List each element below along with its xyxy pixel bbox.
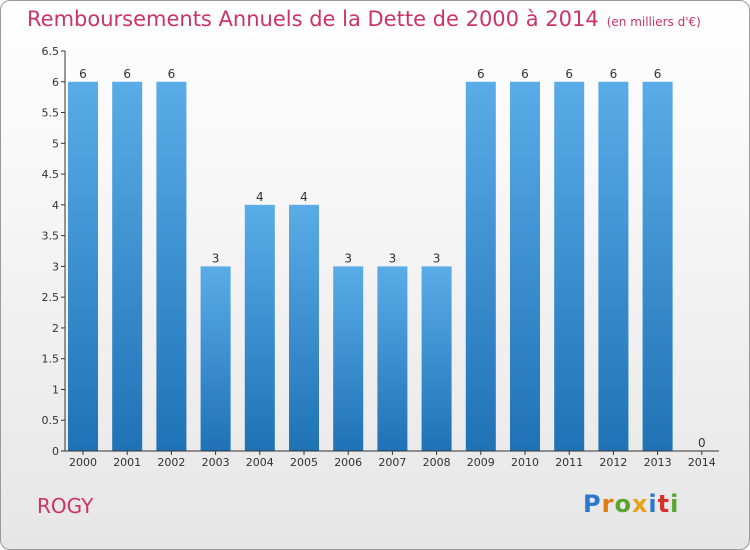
y-tick-label: 5.5 [42,107,60,120]
logo-letter: i [670,490,680,518]
data-label: 6 [123,67,131,81]
x-tick-label: 2002 [157,456,185,469]
x-axis: 2000 2001 2002 2003 2004 2005 2006 2007 2008 2009… [65,450,719,469]
x-tick-label: 2011 [555,456,583,469]
data-label: 6 [521,67,529,81]
data-label: 6 [610,67,618,81]
data-label: 3 [389,251,397,265]
x-tick-label: 2005 [290,456,318,469]
bar [112,81,143,452]
data-label: 0 [698,436,706,450]
data-label: 4 [300,190,308,204]
logo-letter: i [648,490,658,518]
logo-letter: o [614,490,632,518]
logo-letter: P [583,490,602,518]
commune-name: ROGY [37,494,94,518]
chart-title: Remboursements Annuels de la Dette de 20… [27,7,701,31]
bar [200,266,231,451]
y-tick-label: 5 [52,137,59,150]
x-tick-label: 2013 [644,456,672,469]
y-axis: 0 0.5 1 1.5 2 2.5 3 3.5 4 4.5 5 5.5 6 6.5 [42,45,66,458]
chart-subtitle: (en milliers d'€) [606,15,701,29]
bar [554,81,585,452]
proxiti-logo[interactable]: Proxiti [583,490,679,518]
bar [156,81,187,452]
x-tick-label: 2009 [467,456,495,469]
bar [244,204,275,451]
x-tick-label: 2010 [511,456,539,469]
data-label: 3 [344,251,352,265]
data-label: 3 [433,251,441,265]
chart-title-text: Remboursements Annuels de la Dette de 20… [27,7,599,31]
bar [333,266,364,451]
y-tick-label: 2 [52,322,59,335]
bar [68,81,98,452]
data-label: 6 [654,67,662,81]
y-tick-label: 4.5 [42,168,60,181]
x-tick-label: 2007 [378,456,406,469]
data-label: 6 [168,67,176,81]
bar [510,81,540,452]
data-label: 6 [477,67,485,81]
bar [377,266,408,451]
logo-letter: r [601,490,615,518]
logo-letter: t [657,490,671,518]
x-tick-label: 2006 [334,456,362,469]
data-labels: 6 6 6 3 4 4 3 3 3 6 6 6 6 6 0 [79,67,705,450]
x-tick-label: 2004 [246,456,274,469]
bar [465,81,496,452]
bar [421,266,452,451]
bar [289,204,319,451]
x-tick-label: 2008 [423,456,451,469]
y-tick-label: 2.5 [42,291,60,304]
x-tick-label: 2014 [688,456,716,469]
y-tick-label: 4 [52,199,59,212]
data-label: 3 [212,251,220,265]
x-tick-label: 2001 [113,456,141,469]
data-label: 6 [79,67,87,81]
x-tick-label: 2003 [202,456,230,469]
bar [598,81,629,452]
y-tick-label: 0 [52,445,59,458]
y-tick-label: 1 [52,383,59,396]
x-tick-label: 2012 [599,456,627,469]
data-label: 4 [256,190,264,204]
y-tick-label: 6.5 [42,45,60,58]
y-tick-label: 3.5 [42,230,60,243]
bars [68,81,673,452]
x-tick-label: 2000 [69,456,97,469]
y-tick-label: 1.5 [42,353,60,366]
y-tick-label: 6 [52,76,59,89]
y-tick-label: 3 [52,260,59,273]
bar [642,81,673,452]
logo-letter: x [631,490,649,518]
data-label: 6 [565,67,573,81]
y-tick-label: 0.5 [42,414,60,427]
